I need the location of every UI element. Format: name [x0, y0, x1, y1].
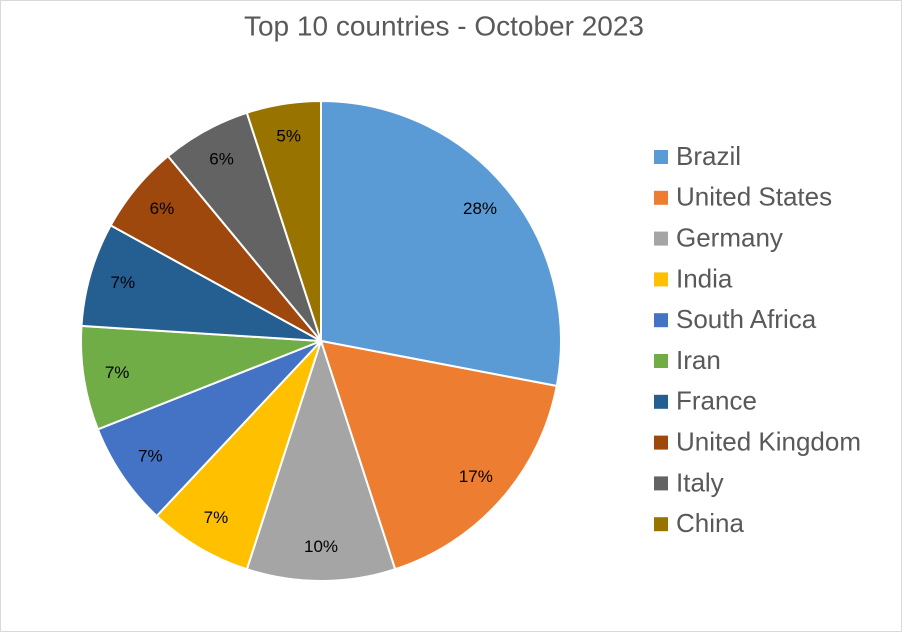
legend-label: United Kingdom	[676, 426, 861, 456]
legend-label: Italy	[676, 467, 724, 497]
data-label: 7%	[204, 508, 229, 527]
legend-swatch	[654, 313, 668, 328]
pie-slice	[155, 340, 322, 571]
legend-label: China	[676, 508, 744, 538]
pie-slice	[245, 99, 322, 342]
legend-swatch	[654, 476, 668, 491]
legend-label: United States	[676, 182, 832, 212]
legend-label: Iran	[676, 345, 721, 375]
legend-swatch	[654, 150, 668, 164]
pie-slice	[80, 324, 322, 431]
pie-slice	[96, 340, 322, 518]
pie-slice	[245, 337, 397, 583]
legend-swatch	[654, 394, 668, 409]
legend-swatch	[654, 354, 668, 368]
pie-slice	[320, 99, 562, 388]
data-label: 6%	[209, 150, 234, 169]
legend-swatch	[654, 517, 668, 532]
data-label: 28%	[463, 199, 497, 218]
legend-swatch	[654, 272, 668, 287]
legend-swatch	[654, 190, 668, 205]
legend-label: South Africa	[676, 304, 817, 334]
legend-label: Brazil	[676, 141, 741, 171]
legend-swatch	[654, 435, 668, 450]
legend-swatch	[654, 231, 668, 246]
data-label: 7%	[105, 363, 130, 382]
data-label: 17%	[459, 467, 493, 486]
legend-label: France	[676, 386, 757, 416]
pie-slice	[80, 224, 322, 342]
data-label: 7%	[111, 273, 136, 292]
chart-title: Top 10 countries - October 2023	[244, 10, 644, 41]
data-label: 6%	[150, 199, 175, 218]
legend-label: Germany	[676, 222, 783, 252]
data-label: 5%	[276, 127, 301, 146]
data-label: 7%	[138, 446, 163, 465]
data-label: 10%	[304, 537, 338, 556]
pie-slice	[319, 339, 558, 571]
legend-label: India	[676, 263, 733, 293]
